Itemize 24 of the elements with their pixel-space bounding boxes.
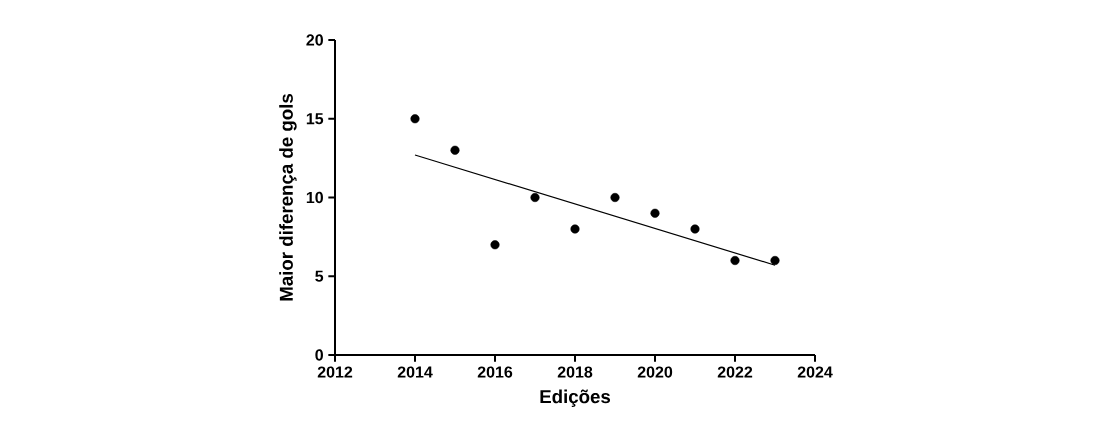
point [410,114,420,124]
point [570,224,580,234]
point [450,145,460,155]
x-tick-label: 2020 [637,366,673,378]
point [770,255,780,266]
y-tick-label: 0 [315,349,323,361]
point [650,208,660,218]
y-tick-label: 5 [315,270,324,282]
y-tick-label: 20 [306,34,323,46]
point [730,255,740,266]
x-tick-label: 2012 [317,366,353,378]
x-tick-label: 2024 [797,366,833,378]
point [490,240,500,250]
y-tick-label: 10 [306,191,323,204]
x-axis-title: Edições [540,389,611,407]
y-axis-title: Maior diferença de gols [279,94,297,301]
point [690,224,700,234]
point [530,192,540,203]
x-tick-label: 2022 [717,366,753,378]
x-tick-label: 2016 [477,366,513,378]
x-tick-label: 2014 [397,366,433,378]
x-tick-label: 2018 [557,366,593,378]
point [610,192,620,203]
y-tick-label: 15 [306,113,324,125]
